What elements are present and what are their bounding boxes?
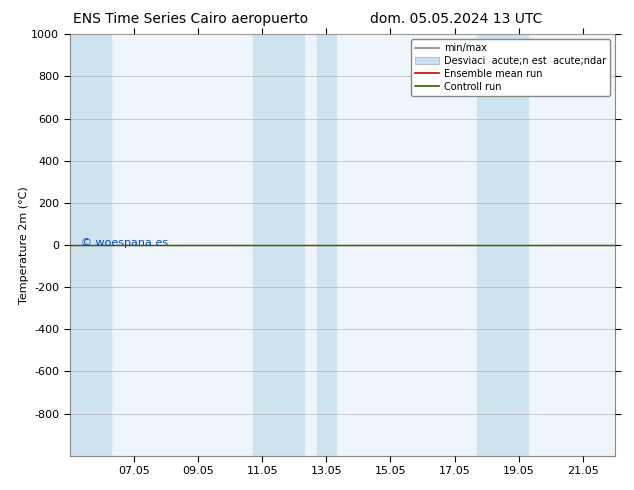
Bar (252, 34, 304, 456)
Text: © woespana.es: © woespana.es (81, 238, 168, 248)
Bar (70, 34, 112, 456)
Text: ENS Time Series Cairo aeropuerto: ENS Time Series Cairo aeropuerto (73, 12, 307, 26)
Legend: min/max, Desviaci  acute;n est  acute;ndar, Ensemble mean run, Controll run: min/max, Desviaci acute;n est acute;ndar… (411, 39, 610, 96)
Bar (477, 34, 528, 456)
Text: dom. 05.05.2024 13 UTC: dom. 05.05.2024 13 UTC (370, 12, 543, 26)
Bar (317, 34, 336, 456)
Y-axis label: Temperature 2m (°C): Temperature 2m (°C) (18, 186, 29, 304)
